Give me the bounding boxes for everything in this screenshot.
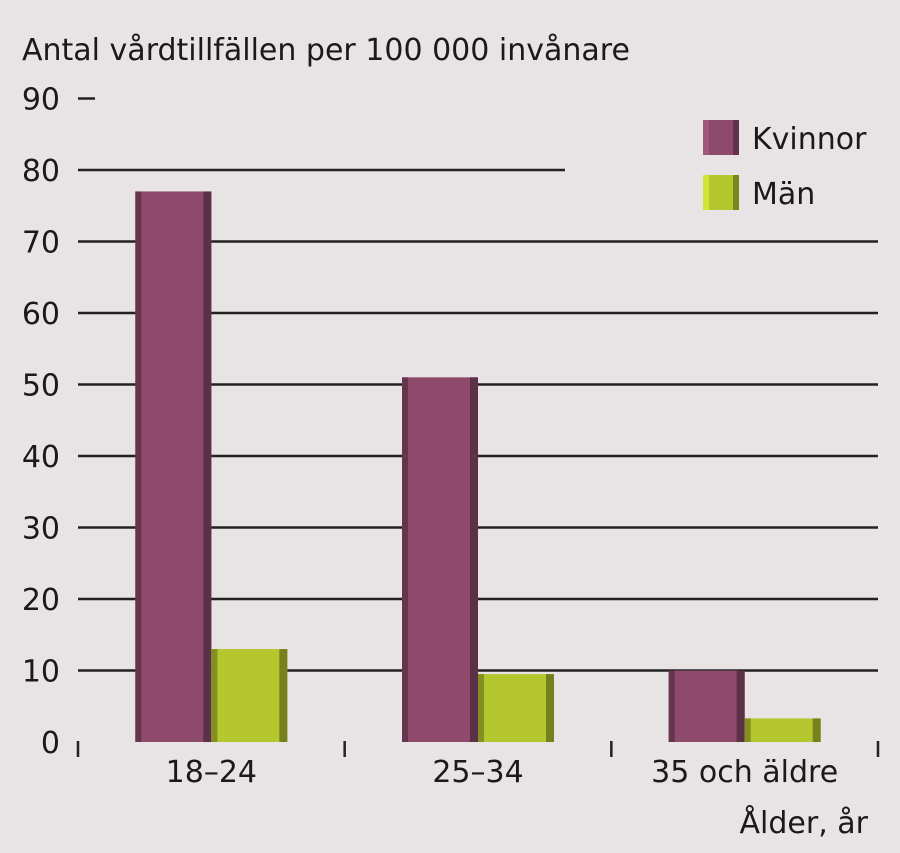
bar-edge xyxy=(135,191,142,742)
bar-edge xyxy=(478,674,484,742)
y-axis-title: Antal vårdtillfällen per 100 000 invånar… xyxy=(22,33,630,68)
legend-swatch-edge xyxy=(703,175,709,210)
bars-layer xyxy=(135,191,821,742)
bar-män xyxy=(478,674,554,742)
y-tick-label: 80 xyxy=(22,154,60,189)
bar-edge xyxy=(744,718,751,742)
x-tick-label: 25–34 xyxy=(432,755,523,790)
y-tick-label: 20 xyxy=(22,583,60,618)
y-tick-label: 10 xyxy=(22,655,60,690)
y-tick-label: 0 xyxy=(41,726,60,761)
bar-kvinnor xyxy=(135,191,212,742)
bar-edge xyxy=(736,670,745,742)
bar-edge xyxy=(279,649,288,742)
y-tick-label: 60 xyxy=(22,297,60,332)
legend-label: Män xyxy=(752,177,815,212)
bar-kvinnor xyxy=(402,377,478,742)
bar-edge xyxy=(470,377,478,742)
legend: Kvinnor Män xyxy=(703,120,867,212)
bar-edge xyxy=(546,674,554,742)
legend-swatch-edge xyxy=(703,120,709,155)
legend-swatch-edge xyxy=(733,120,739,155)
bar-edge xyxy=(203,191,212,742)
y-tick-label: 30 xyxy=(22,512,60,547)
bar-edge xyxy=(402,377,408,742)
axis-layer: 0 10 20 30 40 50 60 70 80 90 18–24 25–34 35 och äldr… xyxy=(22,83,880,790)
bar-män xyxy=(744,718,821,742)
y-tick-label: 40 xyxy=(22,440,60,475)
bar-män xyxy=(211,649,288,742)
bar-edge xyxy=(668,670,675,742)
x-tick-label: 35 och äldre xyxy=(651,755,838,790)
y-tick-label: 90 xyxy=(22,83,60,118)
bar-edge xyxy=(211,649,218,742)
legend-swatch-edge xyxy=(733,175,739,210)
y-tick-label: 70 xyxy=(22,226,60,261)
x-axis-title: Ålder, år xyxy=(740,805,869,841)
x-tick-label: 18–24 xyxy=(166,755,257,790)
bar-kvinnor xyxy=(668,670,745,742)
legend-label: Kvinnor xyxy=(752,122,867,157)
y-tick-label: 50 xyxy=(22,369,60,404)
bar-edge xyxy=(812,718,821,742)
